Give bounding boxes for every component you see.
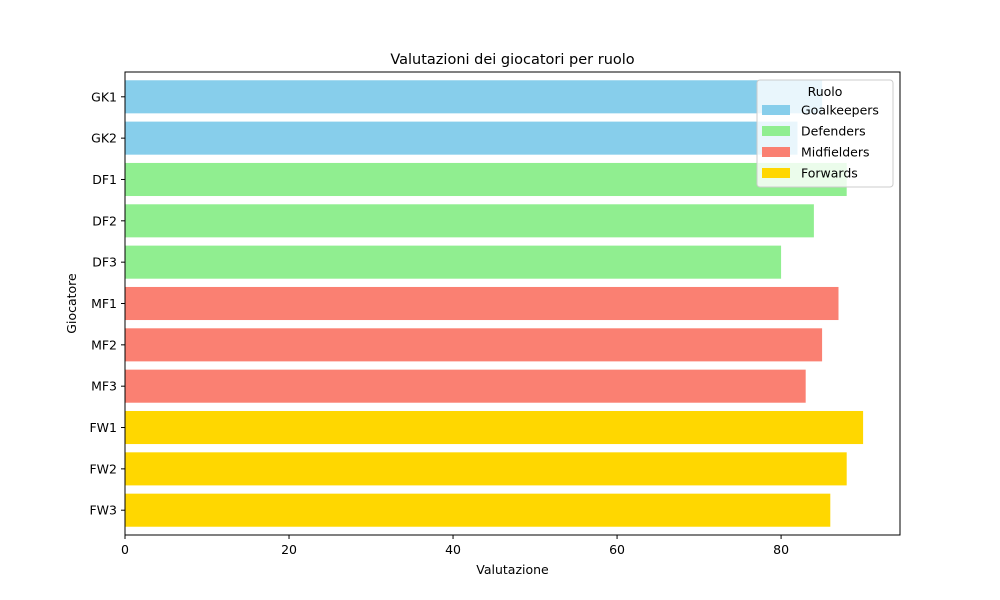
legend-swatch-defenders: [762, 126, 790, 136]
bar-df3: [125, 245, 782, 279]
legend-swatch-goalkeepers: [762, 105, 790, 115]
bars-group: [125, 80, 864, 527]
y-tick-label-gk2: GK2: [91, 131, 117, 146]
legend-swatch-midfielders: [762, 147, 790, 157]
y-tick-label-mf3: MF3: [91, 379, 117, 394]
y-tick-label-fw1: FW1: [89, 420, 117, 435]
legend-label-defenders: Defenders: [801, 124, 866, 139]
x-tick-label-60: 60: [609, 542, 625, 557]
y-tick-label-fw3: FW3: [89, 503, 117, 518]
bar-mf2: [125, 328, 823, 362]
y-tick-label-mf1: MF1: [91, 296, 117, 311]
bar-fw2: [125, 452, 847, 486]
x-tick-label-40: 40: [445, 542, 461, 557]
bar-gk2: [125, 121, 798, 155]
x-tick-label-80: 80: [773, 542, 789, 557]
legend-label-midfielders: Midfielders: [801, 145, 870, 160]
bar-df1: [125, 162, 847, 197]
y-tick-label-df3: DF3: [92, 255, 117, 270]
bar-fw1: [125, 410, 864, 445]
bar-fw3: [125, 493, 831, 527]
legend-title: Ruolo: [808, 84, 843, 99]
y-tick-label-fw2: FW2: [89, 461, 117, 476]
x-tick-label-0: 0: [121, 542, 129, 557]
bar-mf3: [125, 369, 806, 403]
x-axis-label: Valutazione: [476, 562, 549, 577]
y-tick-label-df1: DF1: [92, 172, 117, 187]
y-tick-label-df2: DF2: [92, 213, 117, 228]
legend-label-goalkeepers: Goalkeepers: [801, 103, 879, 118]
bar-df2: [125, 204, 814, 238]
y-tick-label-mf2: MF2: [91, 337, 117, 352]
legend-swatch-forwards: [762, 168, 790, 178]
bar-gk1: [125, 80, 823, 114]
y-axis-label: Giocatore: [64, 273, 79, 334]
y-tick-label-gk1: GK1: [91, 89, 117, 104]
x-tick-label-20: 20: [281, 542, 297, 557]
x-axis-ticks: 0 20 40 60 80: [121, 535, 789, 557]
bar-mf1: [125, 286, 839, 321]
legend-box: [756, 79, 894, 188]
legend-label-forwards: Forwards: [801, 166, 858, 181]
chart-title: Valutazioni dei giocatori per ruolo: [390, 52, 634, 68]
y-axis-ticks: GK1 GK2 DF1 DF2 DF3 MF1 MF2 MF3 FW1 FW2 FW3: [89, 89, 125, 518]
legend: Ruolo Goalkeepers Defenders Midfielders For…: [756, 79, 894, 188]
